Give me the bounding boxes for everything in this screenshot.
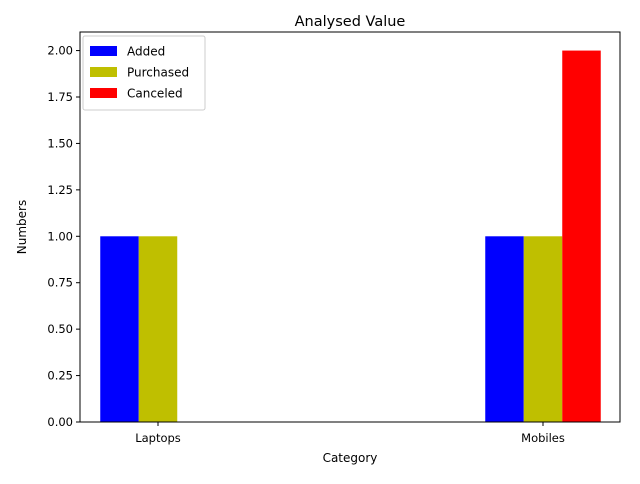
legend-swatch-canceled [90,88,117,98]
legend-label-purchased: Purchased [127,66,189,80]
y-tick-label: 0.00 [47,415,73,429]
bar-purchased-laptops [138,236,178,422]
bar-added-laptops [100,236,139,422]
y-tick-label: 1.50 [47,136,73,150]
legend-label-canceled: Canceled [127,87,183,101]
y-tick-label: 2.00 [47,44,73,58]
legend-swatch-added [90,46,117,56]
bar-purchased-mobiles [523,236,563,422]
y-axis-ticks: 0.00 0.25 0.50 0.75 1.00 1.25 1.50 1.75 2.00 [47,44,80,429]
y-tick-label: 1.00 [47,229,73,243]
x-axis-ticks: Laptops Mobiles [135,422,565,445]
y-axis-label: Numbers [15,200,29,254]
legend: Added Purchased Canceled [82,35,206,111]
bar-canceled-mobiles [562,50,601,422]
y-tick-label: 0.75 [47,276,73,290]
x-tick-label: Laptops [135,431,181,445]
y-tick-label: 0.50 [47,322,73,336]
y-tick-label: 1.75 [47,90,73,104]
y-tick-label: 0.25 [47,369,73,383]
bar-added-mobiles [485,236,524,422]
y-tick-label: 1.25 [47,183,73,197]
legend-swatch-purchased [90,67,117,77]
chart-title: Analysed Value [295,14,406,30]
x-tick-label: Mobiles [521,431,565,445]
plot-frame [79,31,621,423]
legend-label-added: Added [127,45,165,59]
bars-group [100,50,601,422]
x-axis-label: Category [323,451,378,465]
